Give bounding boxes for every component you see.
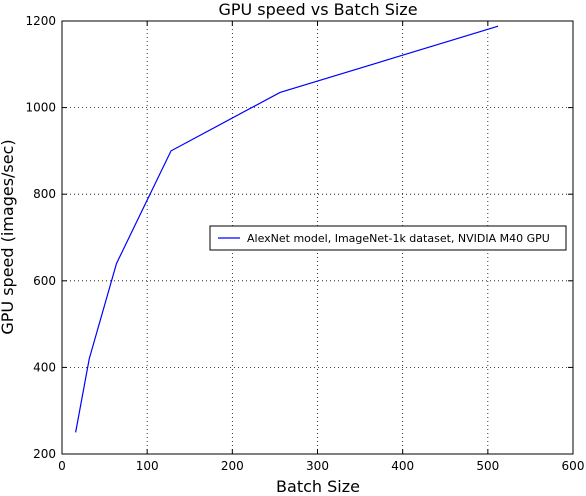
- series-line: [75, 25, 499, 433]
- tick-layer: 0 100 200 300 400 500 600 200 400 600 800 1000 1200: [25, 14, 584, 473]
- series-layer: [75, 25, 499, 433]
- x-tick-label: 300: [306, 459, 329, 473]
- y-tick-label: 1000: [25, 101, 56, 115]
- chart-title: GPU speed vs Batch Size: [218, 0, 417, 19]
- legend: AlexNet model, ImageNet-1k dataset, NVID…: [209, 225, 567, 251]
- y-axis-label: GPU speed (images/sec): [0, 139, 17, 334]
- x-tick-label: 400: [391, 459, 414, 473]
- x-tick-label: 500: [476, 459, 499, 473]
- x-tick-label: 600: [562, 459, 585, 473]
- x-tick-label: 0: [58, 459, 66, 473]
- y-tick-label: 200: [33, 447, 56, 461]
- x-axis-label: Batch Size: [276, 477, 360, 496]
- legend-entry-label: AlexNet model, ImageNet-1k dataset, NVID…: [247, 232, 550, 245]
- y-tick-label: 400: [33, 360, 56, 374]
- y-tick-label: 600: [33, 274, 56, 288]
- x-tick-label: 200: [221, 459, 244, 473]
- y-tick-label: 800: [33, 187, 56, 201]
- legend-box: [209, 225, 567, 251]
- y-tick-label: 1200: [25, 14, 56, 28]
- x-tick-label: 100: [136, 459, 159, 473]
